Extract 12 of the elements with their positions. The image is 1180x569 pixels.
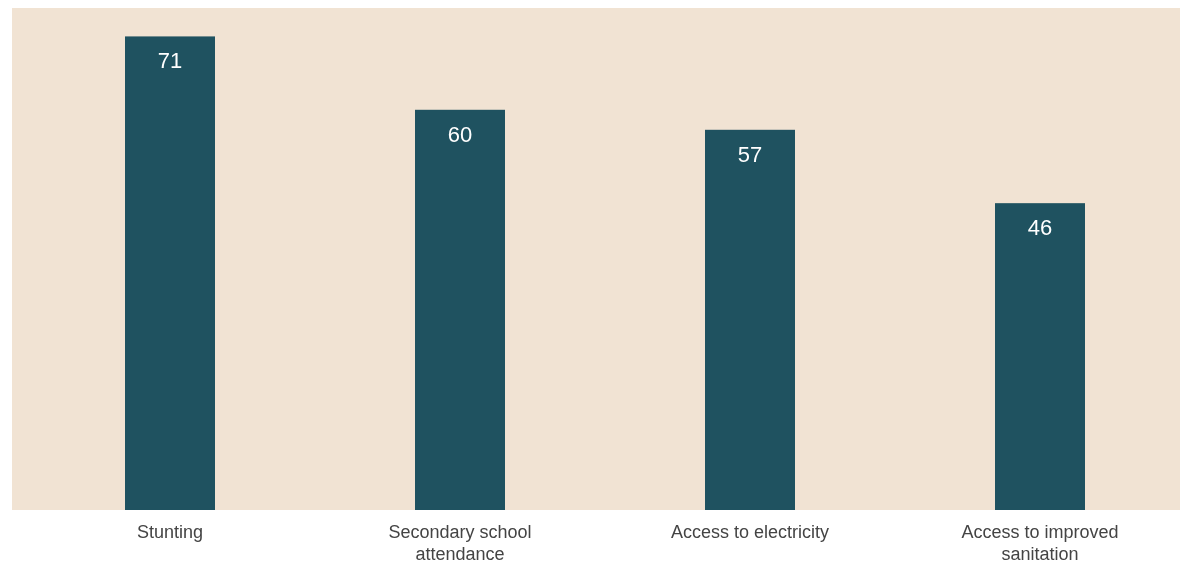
data-label: 71	[157, 48, 183, 74]
x-tick-label: Secondary school attendance	[388, 522, 532, 564]
bar	[705, 129, 795, 510]
data-label: 57	[737, 141, 763, 167]
x-tick-label: Access to improved sanitation	[961, 522, 1119, 564]
x-tick-label: Stunting	[136, 522, 204, 542]
bar	[415, 109, 505, 510]
data-label: 46	[1027, 215, 1053, 241]
bar	[995, 203, 1085, 510]
x-tick-label: Access to electricity	[670, 522, 830, 542]
bar	[125, 36, 215, 510]
data-label: 60	[447, 121, 473, 147]
